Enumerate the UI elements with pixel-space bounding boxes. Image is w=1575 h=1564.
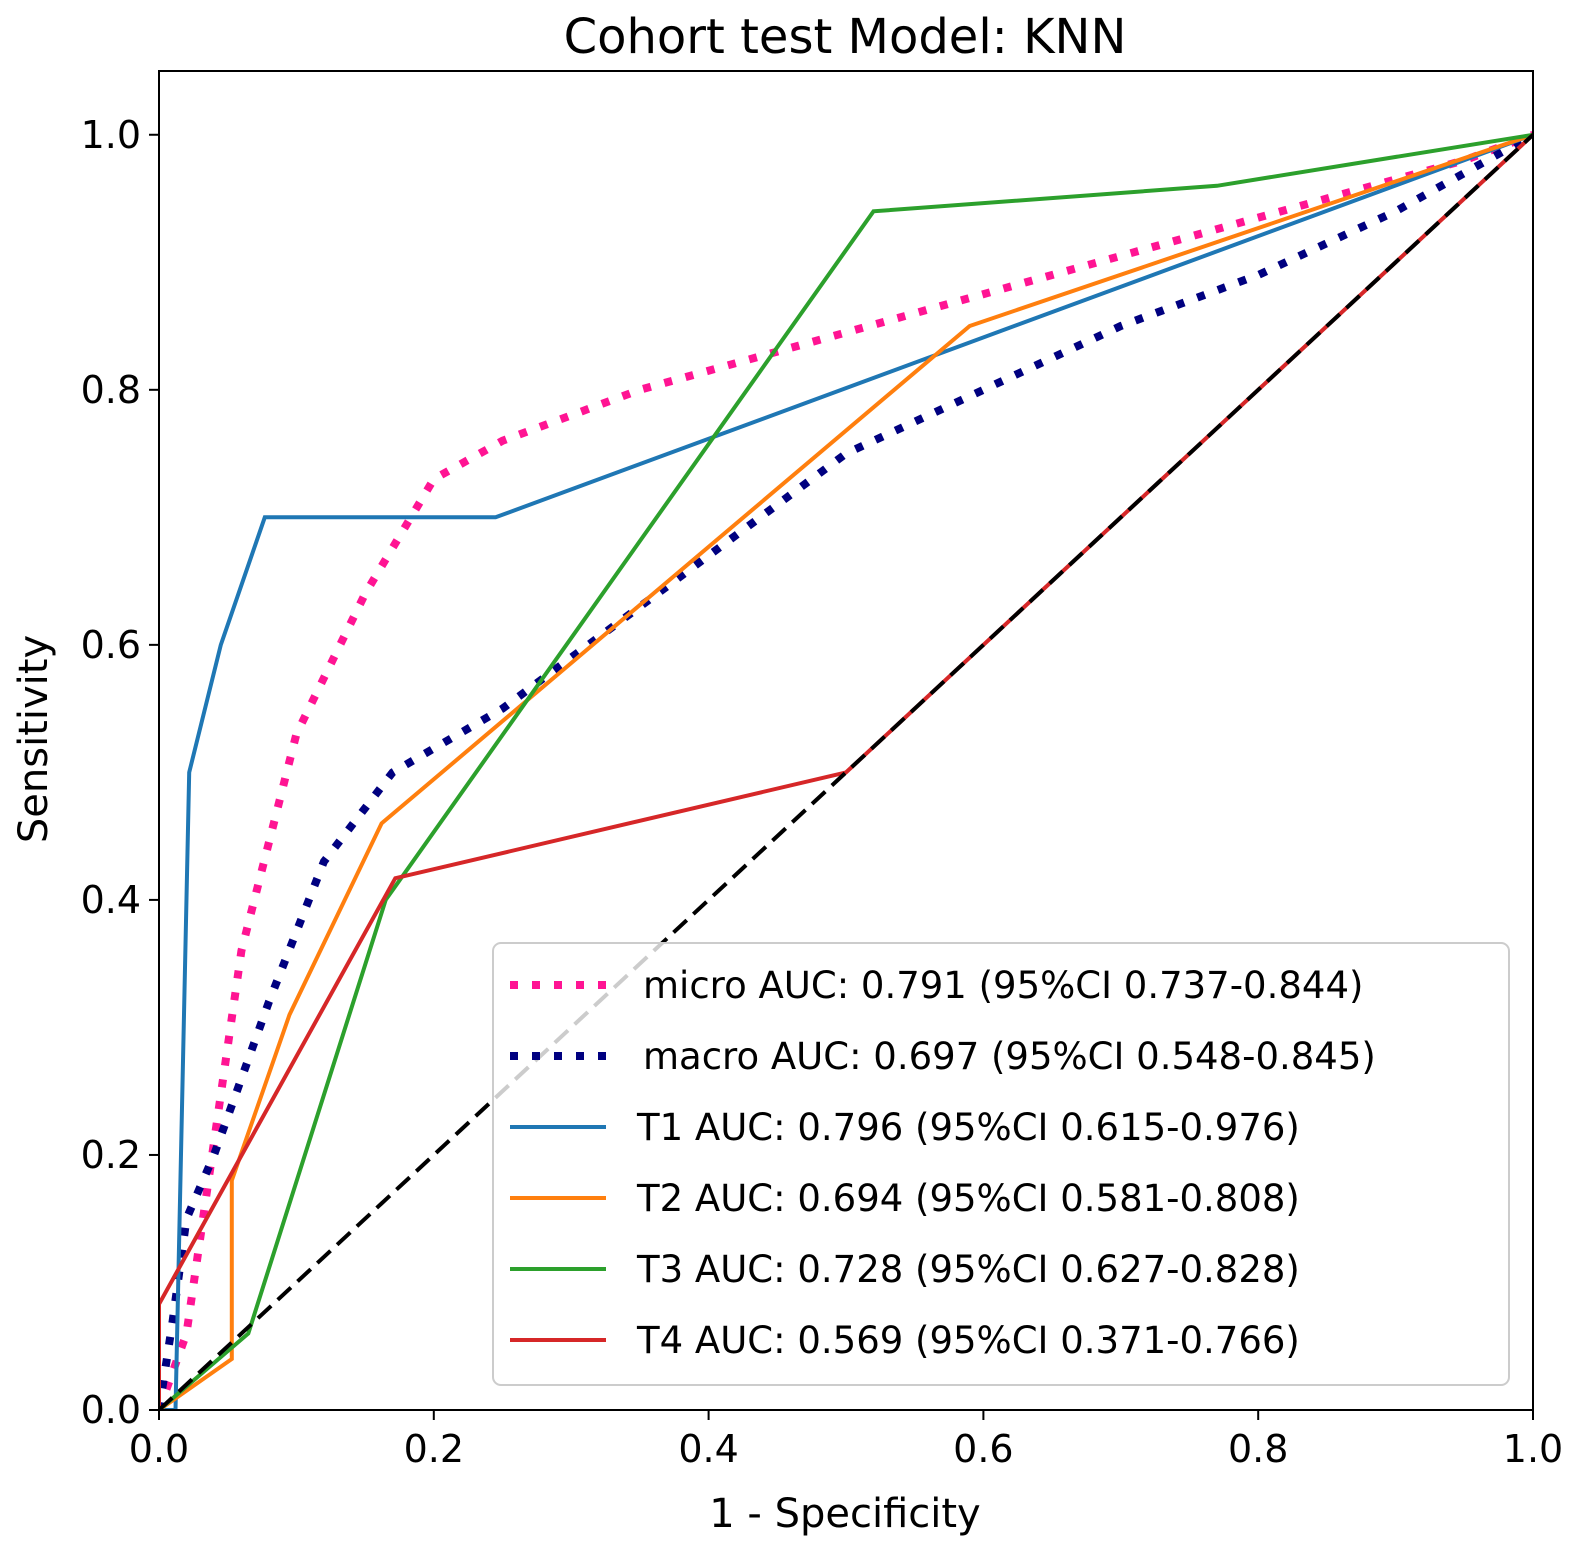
series-line-t3 <box>159 132 1533 1410</box>
legend: micro AUC: 0.791 (95%CI 0.737-0.844) macr… <box>492 942 1510 1386</box>
x-tick-label: 0.2 <box>404 1427 464 1471</box>
legend-label-macro: macro AUC: 0.697 (95%CI 0.548-0.845) <box>643 1035 1376 1078</box>
x-tick-label: 0.4 <box>678 1427 738 1471</box>
chart-title: Cohort test Model: KNN <box>564 9 1127 65</box>
legend-label-t2: T2 AUC: 0.694 (95%CI 0.581-0.808) <box>636 1177 1300 1220</box>
series-line-chance <box>159 133 1533 1410</box>
series-line-micro <box>159 131 1533 1410</box>
y-tick-label: 1.0 <box>81 113 141 157</box>
x-axis-label: 1 - Specificity <box>709 1491 980 1537</box>
axis-ticks: 0.0 0.2 0.4 0.6 0.8 1.0 0.0 0.2 0.4 0.6 0.8 1.0 <box>81 113 1564 1471</box>
legend-label-t3: T3 AUC: 0.728 (95%CI 0.627-0.828) <box>636 1248 1300 1291</box>
legend-label-t1: T1 AUC: 0.796 (95%CI 0.615-0.976) <box>636 1106 1300 1149</box>
series-line-t2 <box>159 132 1533 1410</box>
legend-label-t4: T4 AUC: 0.569 (95%CI 0.371-0.766) <box>636 1319 1300 1362</box>
y-axis-label: Sensitivity <box>11 635 57 843</box>
y-tick-label: 0.8 <box>81 368 141 412</box>
series-line-t1 <box>159 132 1533 1410</box>
x-tick-label: 0.0 <box>129 1427 189 1471</box>
y-tick-label: 0.4 <box>81 878 141 922</box>
series-lines <box>159 131 1533 1410</box>
x-tick-label: 0.8 <box>1228 1427 1288 1471</box>
y-tick-label: 0.2 <box>81 1133 141 1177</box>
y-tick-label: 0.0 <box>81 1388 141 1432</box>
y-tick-label: 0.6 <box>81 623 141 667</box>
x-tick-label: 0.6 <box>953 1427 1013 1471</box>
plot-frame <box>158 70 1534 1411</box>
x-tick-label: 1.0 <box>1503 1427 1563 1471</box>
legend-label-micro: micro AUC: 0.791 (95%CI 0.737-0.844) <box>643 964 1363 1007</box>
legend-box <box>492 942 1510 1386</box>
series-line-macro <box>159 131 1533 1410</box>
